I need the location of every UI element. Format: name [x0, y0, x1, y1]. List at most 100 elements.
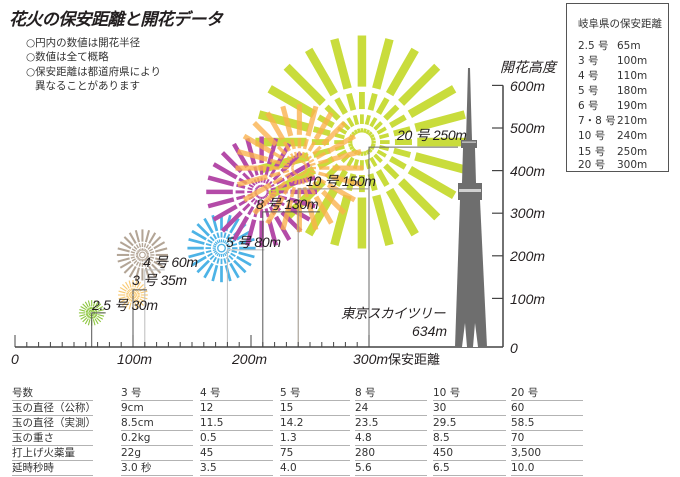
leader-lines: [91, 146, 458, 347]
safety-distance: 210m: [617, 115, 648, 127]
shell-leader-line: [132, 289, 147, 347]
shell-size: 4 号: [578, 70, 599, 82]
tower-height: 634m: [412, 323, 448, 339]
table-cell: 14.2: [280, 416, 350, 431]
safety-distance: 65m: [617, 40, 641, 52]
x-tick-label: 100m: [117, 351, 153, 367]
shell-leader-line: [368, 146, 458, 347]
shell-leader-line: [91, 312, 106, 347]
table-cell: 10.0: [511, 461, 583, 476]
shell-leader-line: [262, 211, 320, 347]
x-tick-label: 300m: [353, 351, 389, 367]
shell-data-table: 号数 3 号 4 号 5 号 8 号 10 号 20 号 玉の直径（公称） 9c…: [0, 386, 680, 477]
row-label: 延時秒時: [12, 461, 93, 476]
table-cell: 30: [433, 401, 506, 416]
tower-name: 東京スカイツリー: [341, 306, 446, 322]
table-cell: 3.5: [200, 461, 273, 476]
table-cell: 0.2kg: [121, 431, 193, 446]
gifu-row: 2.5 号 65m: [578, 39, 668, 53]
table-cell: 75: [280, 446, 350, 461]
gifu-row: 4 号 110m: [578, 69, 668, 83]
safety-distance: 250m: [617, 146, 648, 158]
page-title: 花火の保安距離と開花データ: [9, 10, 223, 30]
x-tick-label: 0: [11, 351, 19, 367]
table-cell: 29.5: [433, 416, 506, 431]
y-tick-label: 600m: [510, 78, 546, 94]
note-line: 異なることがあります: [35, 79, 140, 92]
table-cell: 60: [511, 401, 583, 416]
y-tick-label: 200m: [510, 248, 546, 264]
shell-label-4: 4 号 60m: [143, 254, 198, 270]
table-cell: 4.8: [355, 431, 427, 446]
x-tick-label: 200m: [232, 351, 268, 367]
safety-distance: 240m: [617, 130, 648, 142]
safety-distance: 190m: [617, 100, 648, 112]
table-cell: 450: [433, 446, 506, 461]
shell-size: 10 号: [578, 130, 606, 142]
shell-label-10: 10 号 150m: [306, 173, 376, 189]
table-cell: 3.0 秒: [121, 461, 193, 476]
shell-size: 15 号: [578, 146, 606, 158]
shell-label-20: 20 号 250m: [397, 127, 467, 143]
note-line: ○保安距離は都道府県により: [26, 65, 161, 78]
row-label: 玉の重さ: [12, 431, 93, 446]
shell-label-3: 3 号 35m: [132, 272, 187, 288]
note-line: ○数値は全て概略: [26, 51, 109, 64]
shell-leader-line: [144, 269, 165, 347]
row-label: 玉の直径（実測）: [12, 417, 93, 431]
gifu-row: 20 号 300m: [578, 159, 668, 171]
table-header: 5 号: [280, 386, 350, 401]
table-cell: 5.6: [355, 461, 427, 476]
table-cell: 22g: [121, 446, 193, 461]
tokyo-skytree-icon: [455, 68, 487, 347]
table-cell: 8.5: [433, 431, 506, 446]
table-cell: 0.5: [200, 431, 273, 446]
table-cell: 45: [200, 446, 273, 461]
row-label: 玉の直径（公称）: [12, 402, 93, 416]
safety-distance: 110m: [617, 70, 648, 82]
x-axis-end-label: 300m保安距離: [353, 351, 440, 369]
shell-size: 6 号: [578, 100, 599, 112]
table-cell: 58.5: [511, 416, 583, 431]
table-header: 8 号: [355, 386, 427, 401]
firework-burst-icon: [235, 104, 364, 232]
table-header: 号数: [12, 386, 93, 401]
shell-size: 5 号: [578, 85, 599, 97]
table-header: 3 号: [121, 386, 193, 401]
table-cell: 3,500: [511, 446, 583, 461]
y-tick-label: 300m: [510, 205, 546, 221]
gifu-safety-distance-box: 岐阜県の保安距離 2.5 号 65m 3 号 100m 4 号 110m 5 号 180…: [566, 3, 669, 172]
y-axis-title: 開花高度: [500, 59, 556, 75]
table-cell: 6.5: [433, 461, 506, 476]
table-cell: 280: [355, 446, 427, 461]
table-cell: 4.0: [280, 461, 350, 476]
table-cell: 70: [511, 431, 583, 446]
y-tick-label: 100m: [510, 291, 546, 307]
y-tick-label: 400m: [510, 163, 546, 179]
table-header: 20 号: [511, 386, 583, 401]
shell-size: 2.5 号: [578, 40, 609, 52]
shell-leader-line: [297, 188, 369, 347]
shell-label-8: 8 号 130m: [256, 196, 319, 212]
y-tick-label: 0: [510, 340, 518, 356]
table-header: 4 号: [200, 386, 273, 401]
table-cell: 24: [355, 401, 427, 416]
shell-size: 7・8 号: [578, 115, 616, 127]
table-cell: 11.5: [200, 416, 273, 431]
y-tick-label: 500m: [510, 120, 546, 136]
table-cell: 12: [200, 401, 273, 416]
gifu-row: 6 号 190m: [578, 99, 668, 113]
table-header: 10 号: [433, 386, 506, 401]
shell-size: 20 号: [578, 159, 606, 171]
table-cell: 9cm: [121, 401, 193, 416]
shell-label-5: 5 号 80m: [226, 234, 281, 250]
safety-distance: 180m: [617, 85, 648, 97]
gifu-box-title: 岐阜県の保安距離: [578, 18, 662, 30]
gifu-row: 3 号 100m: [578, 54, 668, 68]
shell-size: 3 号: [578, 55, 599, 67]
table-cell: 8.5cm: [121, 416, 193, 431]
gifu-row: 10 号 240m: [578, 129, 668, 143]
x-axis-title: 保安距離: [388, 353, 441, 368]
shell-leader-line: [226, 249, 265, 347]
